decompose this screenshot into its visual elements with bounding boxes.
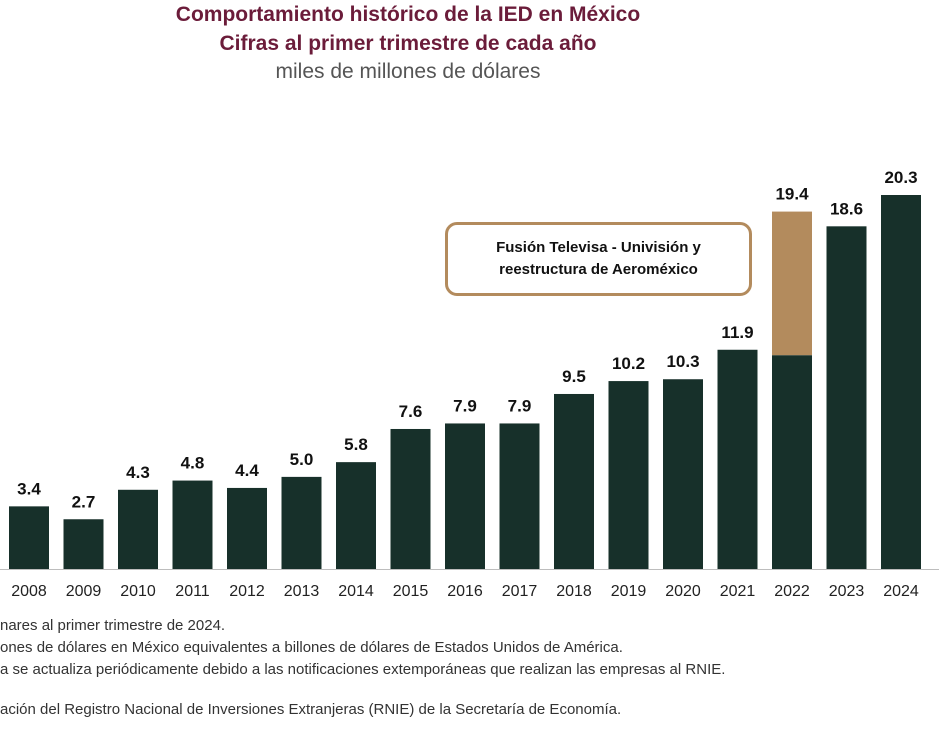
- bar-2022: [772, 355, 812, 569]
- bar-2009: [63, 519, 104, 569]
- tick-label-2021: 2021: [720, 583, 756, 600]
- bar-2012: [227, 487, 267, 569]
- tick-label-2022: 2022: [774, 583, 810, 600]
- tick-label-2015: 2015: [393, 583, 429, 600]
- tick-label-2013: 2013: [284, 583, 320, 600]
- bar-2017: [499, 423, 540, 569]
- bar-2021: [717, 349, 758, 569]
- data-label-2014: 5.8: [344, 435, 368, 454]
- data-label-2015: 7.6: [399, 402, 423, 421]
- footnote-1: nares al primer trimestre de 2024.: [0, 617, 226, 634]
- tick-label-2023: 2023: [829, 583, 865, 600]
- chart-subtitle: Cifras al primer trimestre de cada año: [219, 32, 597, 55]
- footnote-2: ones de dólares en México equivalentes a…: [0, 639, 623, 656]
- bar-2023: [826, 226, 867, 569]
- data-label-2018: 9.5: [562, 367, 586, 386]
- tick-label-2020: 2020: [665, 583, 701, 600]
- bar-2008: [9, 506, 49, 569]
- bar-2010: [118, 489, 158, 569]
- data-label-2008: 3.4: [17, 479, 41, 498]
- tick-label-2024: 2024: [883, 583, 919, 600]
- tick-label-2016: 2016: [447, 583, 483, 600]
- tick-label-2019: 2019: [611, 583, 647, 600]
- tick-label-2012: 2012: [229, 583, 265, 600]
- bar-2015: [390, 428, 431, 569]
- bar-highlight-2022: [772, 211, 812, 356]
- data-label-2019: 10.2: [612, 354, 645, 373]
- bar-2016: [445, 423, 485, 569]
- bar-2018: [554, 393, 594, 569]
- data-label-2011: 4.8: [181, 454, 205, 473]
- data-label-2023: 18.6: [830, 199, 863, 218]
- data-label-2013: 5.0: [290, 450, 314, 469]
- bar-2011: [172, 480, 213, 569]
- tick-label-2011: 2011: [175, 583, 210, 600]
- tick-label-2008: 2008: [11, 583, 47, 600]
- data-label-2009: 2.7: [72, 492, 96, 511]
- footnote-4: ación del Registro Nacional de Inversion…: [0, 701, 622, 718]
- tick-label-2017: 2017: [502, 583, 538, 600]
- footnote-3: a se actualiza periódicamente debido a l…: [0, 661, 726, 678]
- bar-2014: [336, 462, 376, 569]
- data-label-2016: 7.9: [453, 396, 477, 415]
- bar-2020: [663, 379, 703, 569]
- bar-2024: [881, 195, 921, 569]
- tick-label-2009: 2009: [66, 583, 102, 600]
- data-label-2022: 19.4: [775, 185, 809, 204]
- tick-label-2014: 2014: [338, 583, 374, 600]
- bar-chart: 3.4 2008 2.7 2009 4.3 2010 4.8 2011 4.4 2012 5.0 20…: [0, 168, 939, 600]
- data-label-2020: 10.3: [666, 352, 699, 371]
- data-label-2010: 4.3: [126, 463, 150, 482]
- annotation-box: Fusión Televisa - Univisión y reestructu…: [445, 222, 752, 296]
- bar-2013: [281, 476, 322, 569]
- chart-title: Comportamiento histórico de la IED en Mé…: [175, 3, 641, 26]
- data-label-2017: 7.9: [508, 396, 532, 415]
- data-label-2012: 4.4: [235, 461, 259, 480]
- bar-2019: [608, 381, 649, 569]
- tick-label-2010: 2010: [120, 583, 156, 600]
- chart-units: miles de millones de dólares: [275, 60, 541, 83]
- data-label-2021: 11.9: [721, 323, 753, 342]
- data-label-2024: 20.3: [884, 168, 917, 187]
- tick-label-2018: 2018: [556, 583, 592, 600]
- annotation-text: Fusión Televisa - Univisión y reestructu…: [496, 239, 701, 278]
